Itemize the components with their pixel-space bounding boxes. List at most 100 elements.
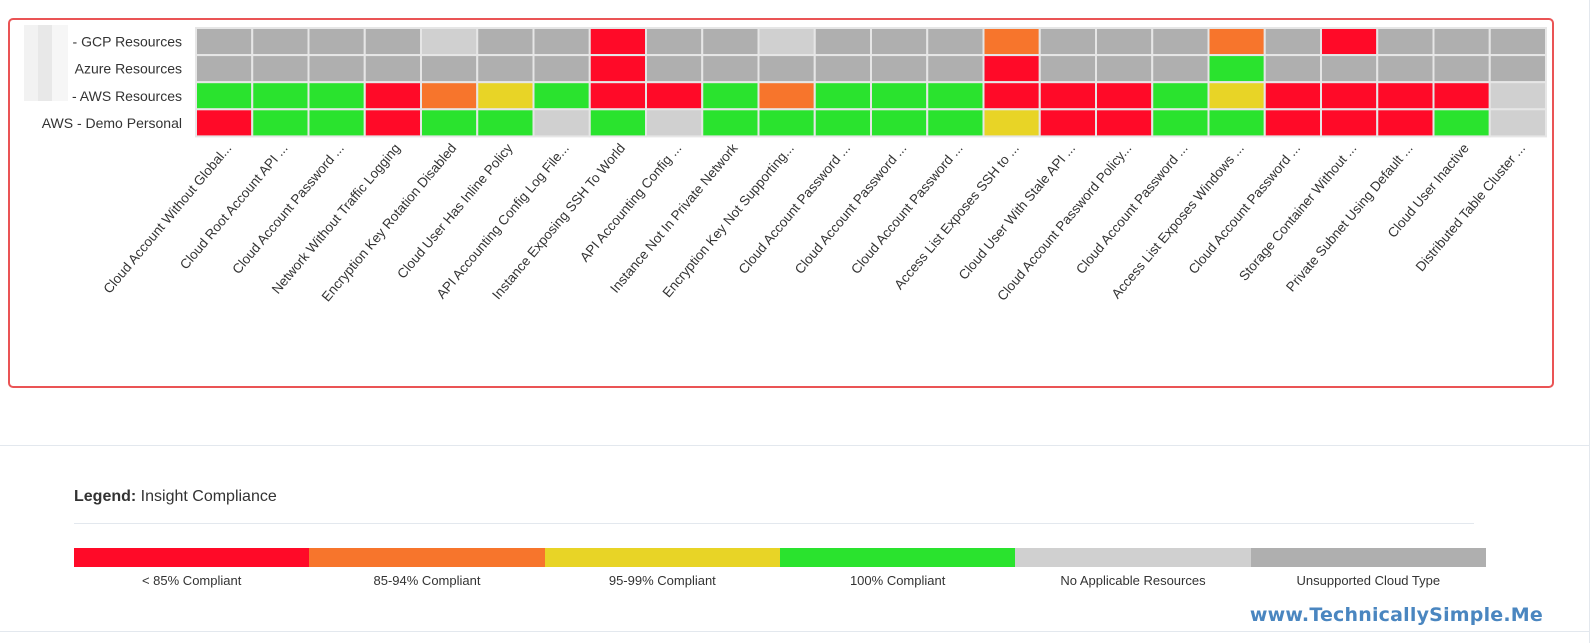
- legend-swatch-unsupported: [1250, 548, 1486, 567]
- heatmap-cell[interactable]: [307, 27, 366, 57]
- heatmap-cell[interactable]: [1263, 108, 1322, 138]
- heatmap-cell[interactable]: [307, 81, 366, 111]
- heatmap-cell[interactable]: [307, 54, 366, 84]
- heatmap-cell[interactable]: [1376, 54, 1435, 84]
- heatmap-cell[interactable]: [1376, 108, 1435, 138]
- heatmap-cell[interactable]: [926, 54, 985, 84]
- heatmap-cell[interactable]: [1488, 27, 1547, 57]
- heatmap-cell[interactable]: [363, 27, 422, 57]
- column-label: Cloud Account Password ...: [792, 141, 910, 277]
- heatmap-cell[interactable]: [476, 54, 535, 84]
- heatmap-cell[interactable]: [1488, 108, 1547, 138]
- heatmap-cell[interactable]: [420, 54, 479, 84]
- heatmap-cell[interactable]: [420, 108, 479, 138]
- heatmap-cell[interactable]: [813, 27, 872, 57]
- heatmap-cell[interactable]: [926, 81, 985, 111]
- heatmap-cell[interactable]: [1207, 108, 1266, 138]
- heatmap-cell[interactable]: [870, 81, 929, 111]
- heatmap-cell[interactable]: [251, 81, 310, 111]
- heatmap-cell[interactable]: [813, 81, 872, 111]
- heatmap-cell[interactable]: [870, 54, 929, 84]
- heatmap-cell[interactable]: [1151, 54, 1210, 84]
- heatmap-cell[interactable]: [1038, 81, 1097, 111]
- heatmap-cell[interactable]: [1207, 54, 1266, 84]
- heatmap-cell[interactable]: [588, 108, 647, 138]
- heatmap-cell[interactable]: [195, 108, 254, 138]
- heatmap-cell[interactable]: [532, 54, 591, 84]
- heatmap-cell[interactable]: [813, 108, 872, 138]
- heatmap-cell[interactable]: [1038, 27, 1097, 57]
- heatmap-cell[interactable]: [588, 54, 647, 84]
- heatmap-cell[interactable]: [532, 108, 591, 138]
- heatmap-cell[interactable]: [420, 27, 479, 57]
- heatmap-cell[interactable]: [757, 81, 816, 111]
- heatmap-cell[interactable]: [1432, 108, 1491, 138]
- heatmap-cell[interactable]: [982, 54, 1041, 84]
- heatmap-cell[interactable]: [701, 108, 760, 138]
- heatmap-cell[interactable]: [588, 27, 647, 57]
- heatmap-cell[interactable]: [1095, 27, 1154, 57]
- heatmap-cell[interactable]: [1320, 54, 1379, 84]
- heatmap-cell[interactable]: [1095, 54, 1154, 84]
- heatmap-cell[interactable]: [1038, 108, 1097, 138]
- heatmap-cell[interactable]: [195, 81, 254, 111]
- heatmap-cell[interactable]: [1320, 108, 1379, 138]
- heatmap-cell[interactable]: [307, 108, 366, 138]
- heatmap-cell[interactable]: [1376, 27, 1435, 57]
- heatmap-cell[interactable]: [1432, 54, 1491, 84]
- heatmap-cell[interactable]: [1207, 81, 1266, 111]
- heatmap-cell[interactable]: [251, 27, 310, 57]
- heatmap-cell[interactable]: [645, 108, 704, 138]
- heatmap-cell[interactable]: [1320, 27, 1379, 57]
- heatmap-cell[interactable]: [757, 54, 816, 84]
- heatmap-cell[interactable]: [926, 108, 985, 138]
- heatmap-cell[interactable]: [1488, 81, 1547, 111]
- heatmap-cell[interactable]: [757, 108, 816, 138]
- heatmap-cell[interactable]: [1488, 54, 1547, 84]
- heatmap-cell[interactable]: [1263, 81, 1322, 111]
- heatmap-cell[interactable]: [1207, 27, 1266, 57]
- column-label: Distributed Table Cluster ...: [1413, 141, 1529, 275]
- heatmap-cell[interactable]: [476, 108, 535, 138]
- heatmap-cell[interactable]: [645, 54, 704, 84]
- heatmap-cell[interactable]: [195, 54, 254, 84]
- heatmap-cell[interactable]: [588, 81, 647, 111]
- column-label: Cloud User Has Inline Policy: [394, 141, 516, 282]
- heatmap-cell[interactable]: [757, 27, 816, 57]
- heatmap-cell[interactable]: [251, 108, 310, 138]
- heatmap-cell[interactable]: [1038, 54, 1097, 84]
- heatmap-cell[interactable]: [982, 108, 1041, 138]
- heatmap-cell[interactable]: [251, 54, 310, 84]
- heatmap-cell[interactable]: [982, 81, 1041, 111]
- heatmap-cell[interactable]: [701, 27, 760, 57]
- heatmap-cell[interactable]: [532, 27, 591, 57]
- heatmap-cell[interactable]: [1432, 81, 1491, 111]
- heatmap-cell[interactable]: [195, 27, 254, 57]
- heatmap-cell[interactable]: [701, 54, 760, 84]
- heatmap-cell[interactable]: [532, 81, 591, 111]
- heatmap-cell[interactable]: [926, 27, 985, 57]
- heatmap-cell[interactable]: [1376, 81, 1435, 111]
- heatmap-cell[interactable]: [363, 54, 422, 84]
- heatmap-cell[interactable]: [476, 81, 535, 111]
- heatmap-cell[interactable]: [982, 27, 1041, 57]
- heatmap-cell[interactable]: [870, 108, 929, 138]
- heatmap-cell[interactable]: [1095, 108, 1154, 138]
- heatmap-cell[interactable]: [1263, 54, 1322, 84]
- heatmap-cell[interactable]: [1432, 27, 1491, 57]
- heatmap-cell[interactable]: [363, 108, 422, 138]
- heatmap-cell[interactable]: [1095, 81, 1154, 111]
- heatmap-cell[interactable]: [1151, 108, 1210, 138]
- heatmap-cell[interactable]: [1263, 27, 1322, 57]
- heatmap-cell[interactable]: [813, 54, 872, 84]
- heatmap-cell[interactable]: [363, 81, 422, 111]
- heatmap-cell[interactable]: [1320, 81, 1379, 111]
- heatmap-cell[interactable]: [1151, 27, 1210, 57]
- heatmap-cell[interactable]: [870, 27, 929, 57]
- heatmap-cell[interactable]: [420, 81, 479, 111]
- heatmap-cell[interactable]: [1151, 81, 1210, 111]
- heatmap-cell[interactable]: [476, 27, 535, 57]
- heatmap-cell[interactable]: [645, 27, 704, 57]
- heatmap-cell[interactable]: [645, 81, 704, 111]
- heatmap-cell[interactable]: [701, 81, 760, 111]
